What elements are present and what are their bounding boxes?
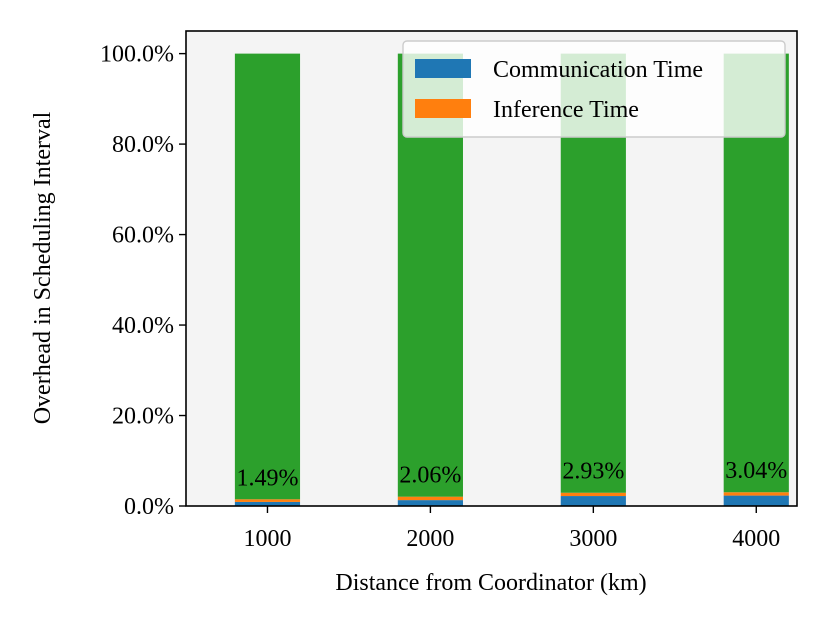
legend-label: Communication Time	[493, 57, 703, 83]
x-tick-label: 4000	[732, 526, 780, 552]
legend-swatch	[415, 59, 471, 78]
y-tick-label: 0.0%	[124, 494, 174, 520]
legend-frame	[402, 40, 786, 138]
x-tick-label: 1000	[243, 526, 291, 552]
y-tick-label: 40.0%	[112, 313, 174, 339]
legend: Communication Time Inference Time	[402, 40, 786, 138]
bar-segment-communication-time-2000	[397, 500, 463, 506]
x-tick-label: 3000	[569, 526, 617, 552]
legend-swatch	[415, 99, 471, 118]
bar-value-label: 3.04%	[725, 458, 787, 484]
bar-segment-communication-time-3000	[560, 496, 626, 506]
bar-segment-communication-time-1000	[234, 501, 301, 506]
plot-frame	[185, 30, 798, 507]
bar-segment-inference-time-4000	[723, 492, 789, 496]
bar-value-label: 2.93%	[562, 459, 624, 485]
legend-label: Inference Time	[493, 97, 639, 123]
bar-segment-inference-time-2000	[397, 496, 463, 501]
bar-value-label: 2.06%	[399, 463, 461, 489]
y-axis: 0.0% 20.0% 40.0% 60.0% 80.0% 100.0%	[100, 42, 186, 520]
y-tick-label: 20.0%	[112, 404, 174, 430]
bar-segment-communication-time-4000	[723, 495, 789, 506]
y-tick-label: 100.0%	[100, 42, 174, 68]
y-tick-label: 60.0%	[112, 223, 174, 249]
y-axis-label: Overhead in Scheduling Interval	[30, 111, 56, 424]
x-axis: 1000 2000 3000 4000	[243, 506, 780, 552]
y-tick-label: 80.0%	[112, 132, 174, 158]
bar-value-label: 1.49%	[236, 465, 298, 491]
bar-value-labels: 1.49% 2.06% 2.93% 3.04%	[236, 458, 787, 491]
x-tick-label: 2000	[406, 526, 454, 552]
bar-segment-inference-time-1000	[234, 499, 301, 502]
x-axis-label: Distance from Coordinator (km)	[335, 570, 646, 596]
bar-segment-inference-time-3000	[560, 492, 626, 497]
bar-segment-remainder-1000	[234, 53, 301, 500]
